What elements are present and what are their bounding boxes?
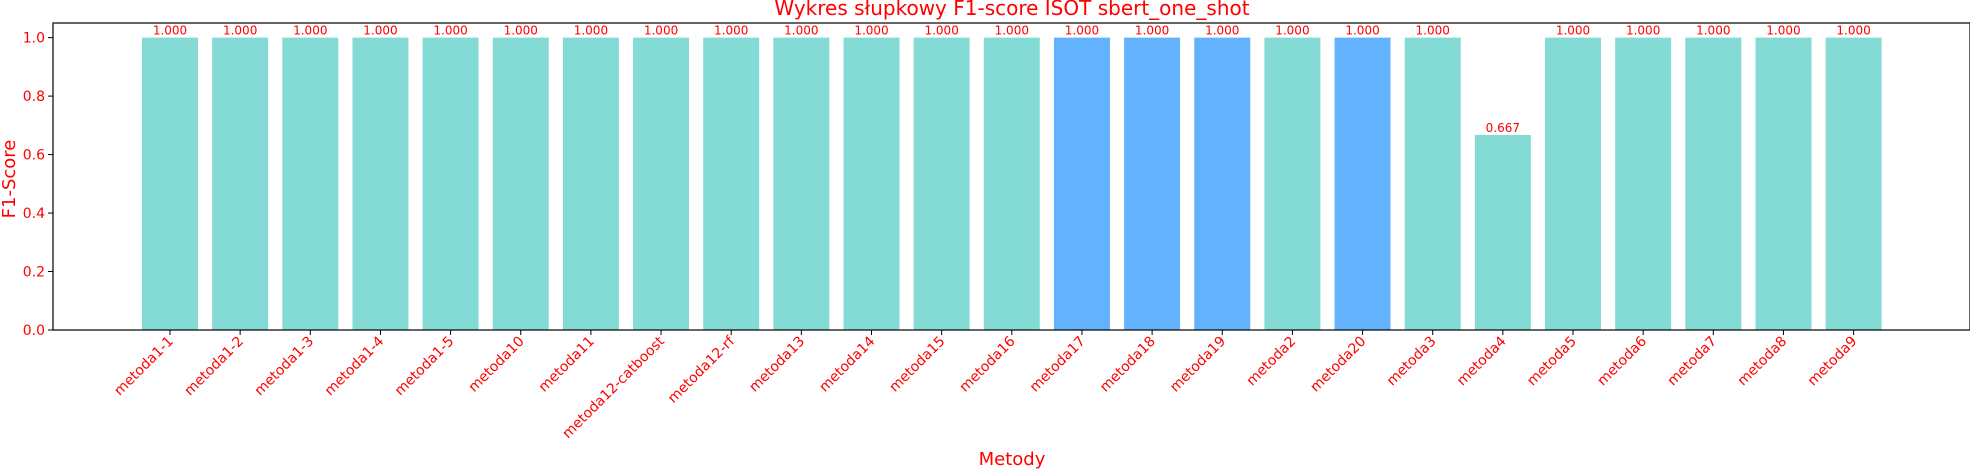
x-tick-label-metoda8: metoda8 [1735, 334, 1791, 390]
data-label-metoda4: 0.667 [1486, 121, 1520, 135]
data-label-metoda6: 1.000 [1626, 24, 1660, 38]
data-label-metoda20: 1.000 [1345, 24, 1379, 38]
data-label-metoda13: 1.000 [784, 24, 818, 38]
bar-metoda4 [1474, 134, 1531, 330]
bar-metoda12-rf [703, 37, 760, 331]
bar-metoda1-4 [352, 37, 409, 331]
bar-metoda1-3 [282, 37, 339, 331]
y-tick-label-1.0: 1.0 [23, 31, 45, 47]
x-tick-label-metoda18: metoda18 [1097, 334, 1159, 396]
x-tick-label-metoda1-5: metoda1-5 [392, 334, 458, 400]
x-tick-label-metoda1-4: metoda1-4 [322, 333, 388, 399]
x-tick-label-metoda6: metoda6 [1594, 333, 1650, 389]
data-label-metoda1-3: 1.000 [293, 24, 327, 38]
x-tick-label-metoda1-2: metoda1-2 [181, 334, 247, 400]
y-tick-label-0.6: 0.6 [23, 148, 45, 164]
data-label-metoda19: 1.000 [1205, 24, 1239, 38]
x-tick-label-metoda9: metoda9 [1805, 334, 1861, 390]
bar-metoda7 [1685, 37, 1742, 331]
x-tick-label-metoda5: metoda5 [1524, 334, 1580, 390]
x-tick-label-metoda7: metoda7 [1664, 334, 1720, 390]
bar-metoda10 [492, 37, 549, 331]
data-label-metoda3: 1.000 [1416, 24, 1450, 38]
bar-metoda19 [1194, 37, 1251, 331]
bar-metoda1-1 [142, 37, 198, 331]
y-axis-label: F1-Score [0, 140, 20, 219]
x-tick-label-metoda11: metoda11 [536, 334, 598, 396]
x-tick-label-metoda12-rf: metoda12-rf [665, 333, 739, 407]
y-axis-ticks: 0.0 0.2 0.4 0.6 0.8 1.0 [23, 31, 53, 339]
data-label-metoda1-2: 1.000 [223, 24, 257, 38]
data-label-metoda1-1: 1.000 [153, 24, 187, 38]
bar-metoda11 [562, 37, 619, 331]
y-tick-label-0.2: 0.2 [23, 265, 45, 281]
x-tick-label-metoda1-3: metoda1-3 [252, 334, 318, 400]
data-label-metoda5: 1.000 [1556, 24, 1590, 38]
data-label-metoda1-4: 1.000 [363, 24, 397, 38]
data-label-metoda11: 1.000 [574, 24, 608, 38]
chart-title: Wykres słupkowy F1-score ISOT sbert_one_… [774, 0, 1249, 20]
y-tick-label-0.0: 0.0 [23, 323, 45, 339]
bar-metoda15 [913, 37, 970, 331]
x-tick-label-metoda13: metoda13 [746, 334, 808, 396]
bar-metoda8 [1755, 37, 1812, 331]
bar-metoda3 [1404, 37, 1461, 331]
x-tick-label-metoda2: metoda2 [1244, 334, 1300, 390]
x-tick-label-metoda20: metoda20 [1307, 334, 1369, 396]
data-label-metoda1-5: 1.000 [433, 24, 467, 38]
bar-metoda1-2 [212, 37, 269, 331]
bar-metoda13 [773, 37, 830, 331]
x-tick-label-metoda16: metoda16 [957, 333, 1019, 395]
data-label-metoda12-catboost: 1.000 [644, 24, 678, 38]
bar-metoda5 [1545, 37, 1601, 331]
x-axis-label: Metody [979, 449, 1046, 470]
data-label-metoda14: 1.000 [854, 24, 888, 38]
x-tick-label-metoda4: metoda4 [1454, 333, 1510, 389]
bar-metoda9 [1825, 37, 1882, 331]
data-label-metoda18: 1.000 [1135, 24, 1169, 38]
x-tick-label-metoda1-1: metoda1-1 [111, 334, 177, 400]
y-tick-label-0.4: 0.4 [23, 206, 45, 222]
bars-group: 1.000 1.000 1.000 1.000 1.000 1.000 1.000 1.000… [142, 24, 1882, 331]
bar-metoda20 [1334, 37, 1391, 331]
data-label-metoda17: 1.000 [1065, 24, 1099, 38]
x-tick-label-metoda19: metoda19 [1167, 334, 1229, 396]
x-axis-ticks: metoda1-1 metoda1-2 metoda1-3 metoda1-4 meto… [111, 330, 1860, 442]
x-tick-label-metoda3: metoda3 [1384, 334, 1440, 390]
bar-metoda1-5 [422, 37, 479, 331]
bar-metoda6 [1615, 37, 1672, 331]
data-label-metoda9: 1.000 [1836, 24, 1870, 38]
data-label-metoda12-rf: 1.000 [714, 24, 748, 38]
bar-metoda16 [983, 37, 1040, 331]
x-tick-label-metoda15: metoda15 [887, 334, 949, 396]
bar-metoda17 [1053, 37, 1110, 331]
data-label-metoda16: 1.000 [995, 24, 1029, 38]
data-label-metoda10: 1.000 [504, 24, 538, 38]
bar-metoda14 [843, 37, 900, 331]
y-tick-label-0.8: 0.8 [23, 89, 45, 105]
bar-metoda18 [1124, 37, 1181, 331]
bar-metoda2 [1264, 37, 1321, 331]
x-tick-label-metoda17: metoda17 [1027, 334, 1089, 396]
bar-metoda12-catboost [633, 37, 690, 331]
data-label-metoda7: 1.000 [1696, 24, 1730, 38]
x-tick-label-metoda10: metoda10 [466, 334, 528, 396]
data-label-metoda2: 1.000 [1275, 24, 1309, 38]
x-tick-label-metoda14: metoda14 [816, 333, 878, 395]
plot-frame [52, 22, 1970, 331]
data-label-metoda8: 1.000 [1766, 24, 1800, 38]
data-label-metoda15: 1.000 [924, 24, 958, 38]
